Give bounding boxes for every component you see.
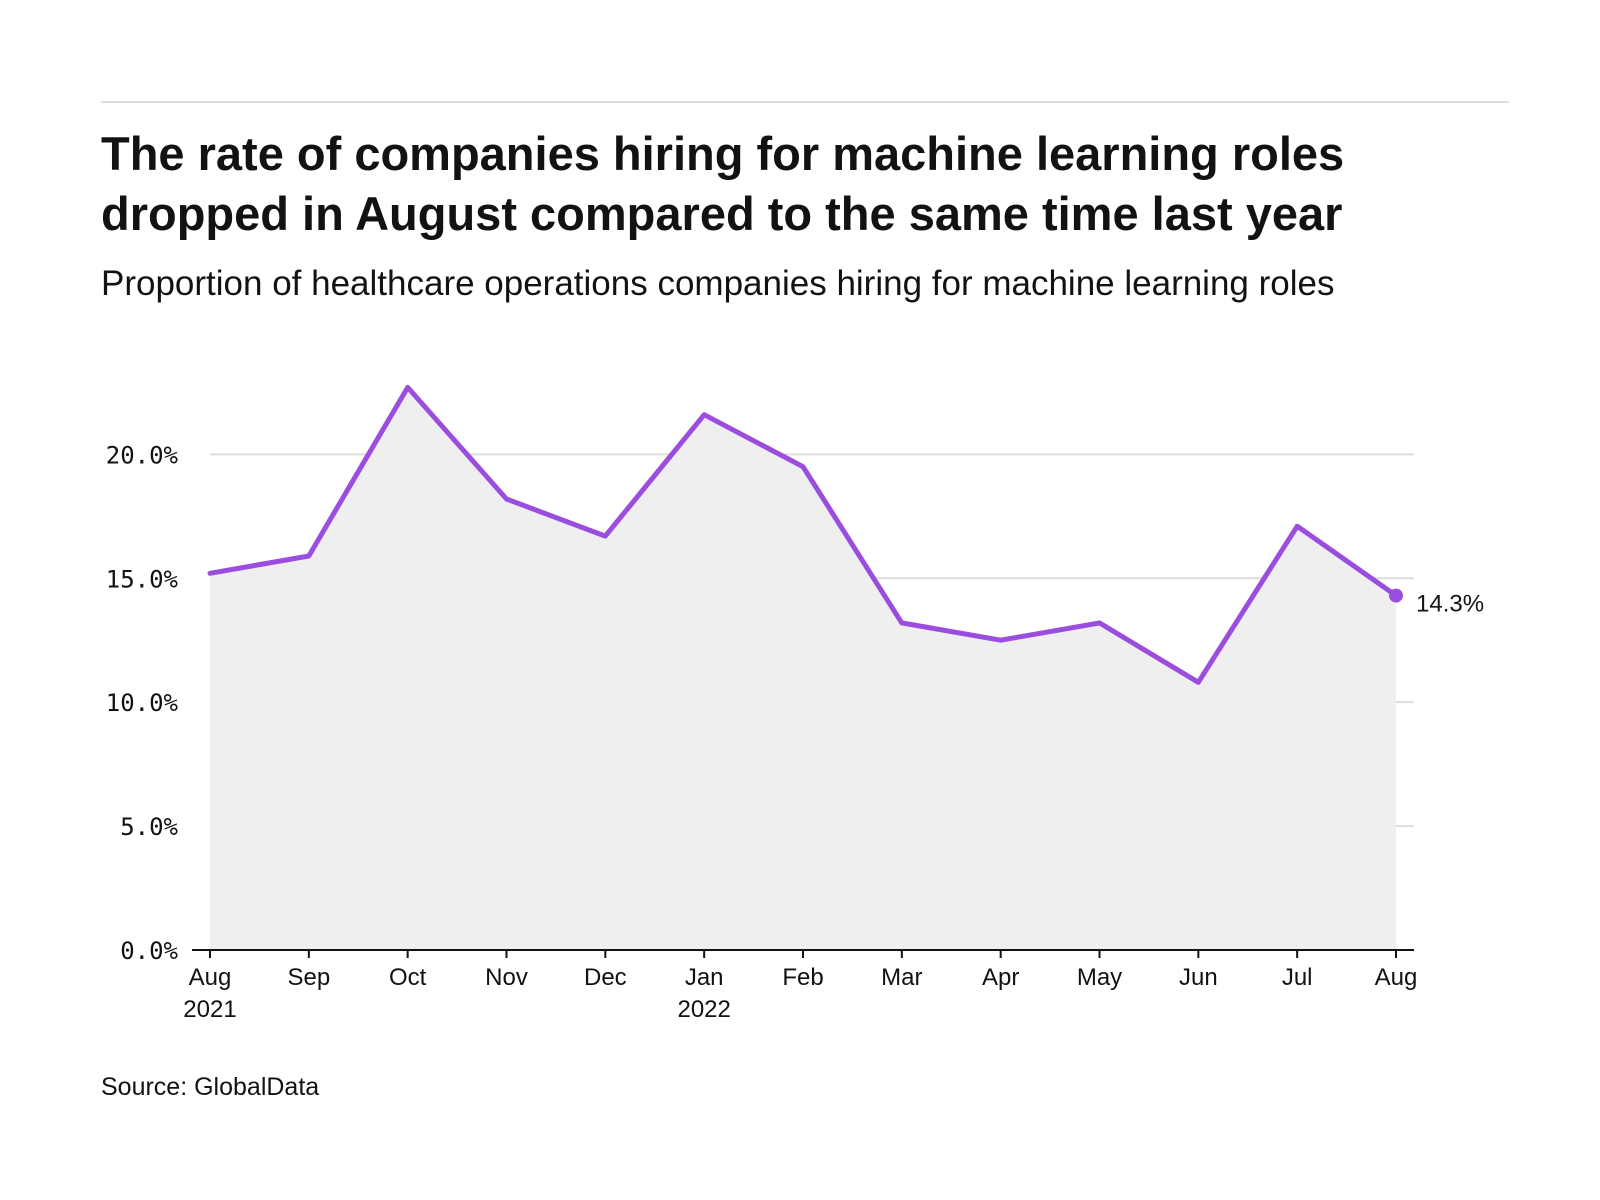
chart-subtitle: Proportion of healthcare operations comp…	[101, 264, 1335, 303]
area-fill	[210, 387, 1396, 950]
series-line	[207, 384, 1399, 685]
x-tick-label: Apr	[982, 964, 1019, 991]
source-note: Source: GlobalData	[101, 1073, 320, 1101]
y-tick-label: 0.0%	[120, 937, 178, 965]
x-tick-label: Aug	[189, 964, 232, 991]
y-tick-label: 20.0%	[106, 441, 179, 469]
x-tick-label: Feb	[782, 964, 823, 991]
end-value-label: 14.3%	[1416, 591, 1484, 618]
chart-title: The rate of companies hiring for machine…	[101, 127, 1345, 240]
y-tick-label: 10.0%	[106, 689, 179, 717]
x-axis-labels: Aug 2021 Sep Oct Nov Dec Jan 2022 Feb Mar Apr May Ju…	[183, 964, 1417, 1023]
x-axis-ticks	[209, 950, 1397, 958]
x-tick-year-label: 2021	[183, 996, 236, 1023]
x-tick-label: Nov	[485, 964, 528, 991]
x-tick-year-label: 2022	[677, 996, 730, 1023]
end-point-marker	[1389, 588, 1403, 603]
x-tick-label: Sep	[287, 964, 330, 991]
x-tick-label: Dec	[584, 964, 627, 991]
x-tick-label: Mar	[881, 964, 922, 991]
y-tick-label: 5.0%	[120, 813, 178, 841]
y-tick-label: 15.0%	[106, 565, 179, 593]
y-axis-labels: 0.0% 5.0% 10.0% 15.0% 20.0%	[106, 441, 179, 965]
top-divider	[101, 101, 1509, 103]
x-tick-label: May	[1077, 964, 1122, 991]
x-tick-label: Jun	[1179, 964, 1218, 991]
x-tick-label: Jan	[685, 964, 724, 991]
x-tick-label: Jul	[1282, 964, 1313, 991]
x-tick-label: Aug	[1375, 964, 1418, 991]
x-tick-label: Oct	[389, 964, 427, 991]
